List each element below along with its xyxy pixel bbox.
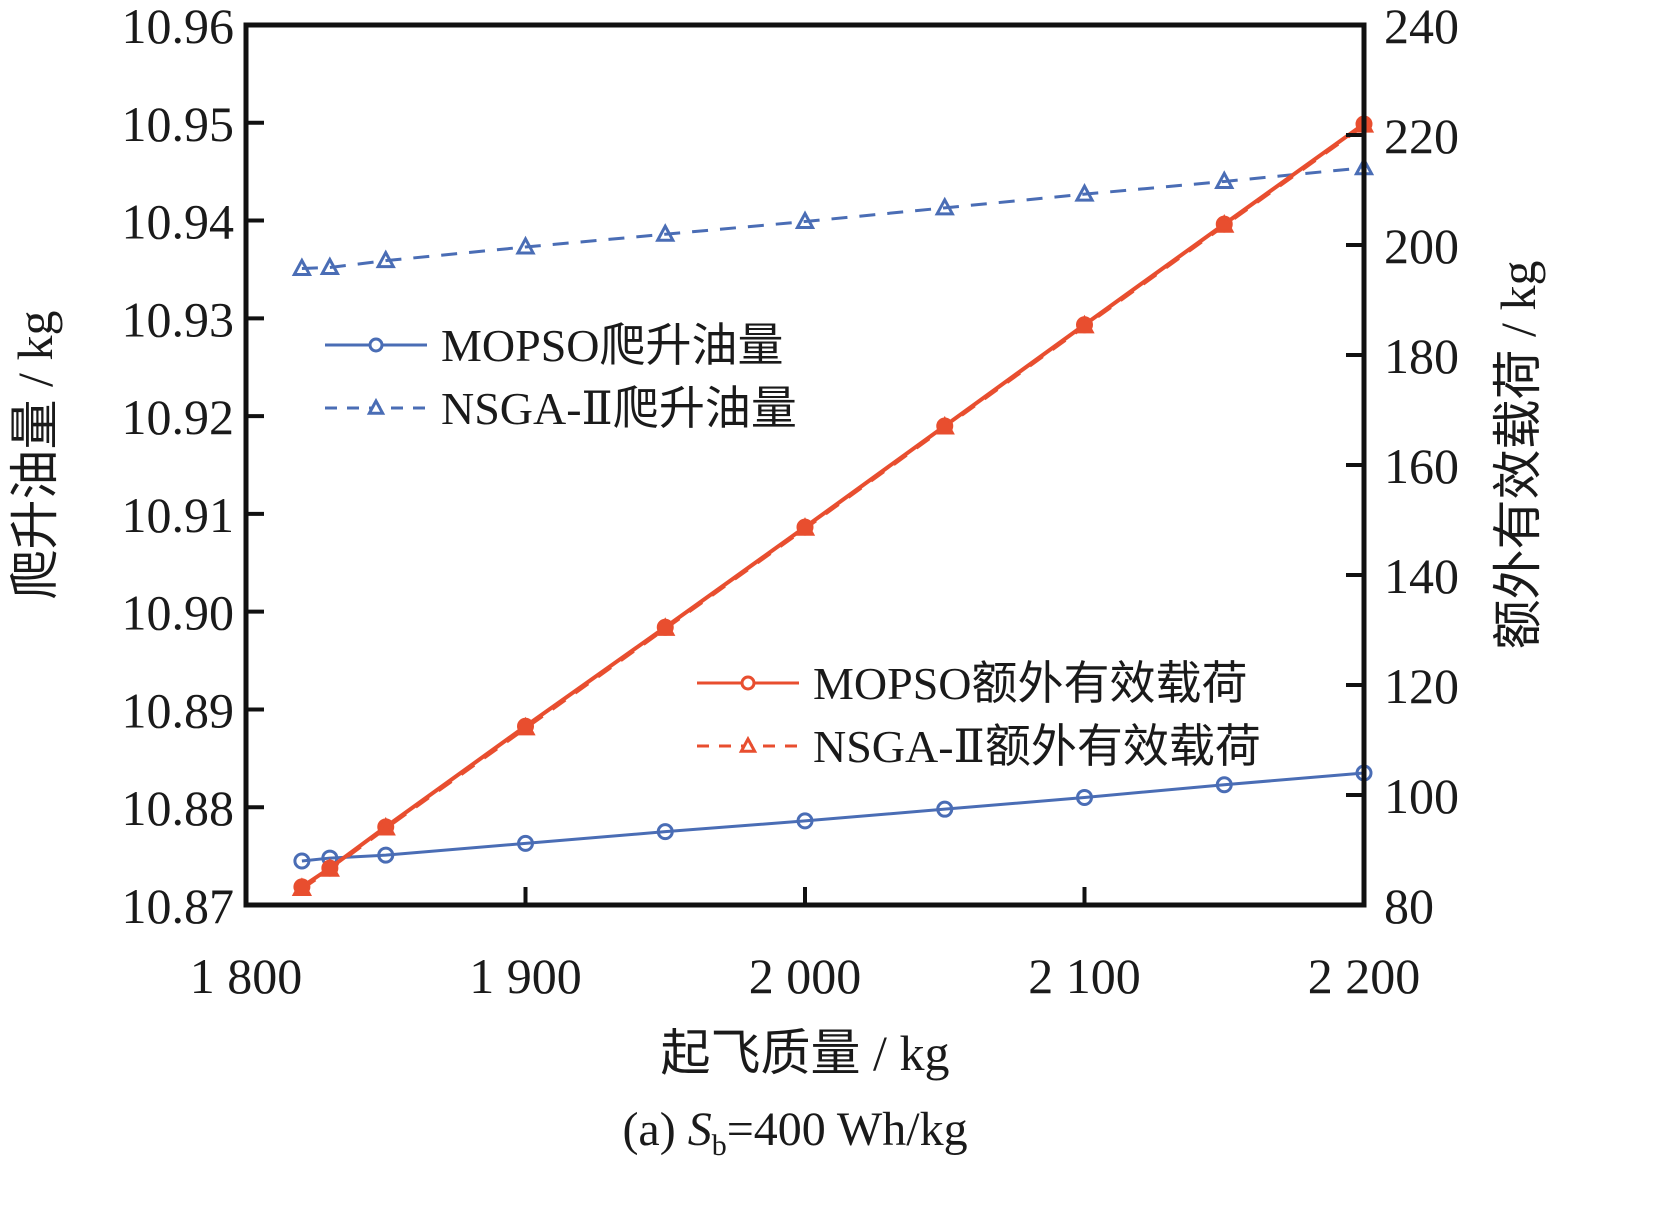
y-left-tick-label: 10.91 bbox=[122, 487, 235, 543]
caption-symbol: S bbox=[688, 1103, 712, 1156]
data-point-circle bbox=[656, 823, 674, 841]
series-line bbox=[300, 123, 1366, 891]
data-point-circle bbox=[377, 846, 395, 864]
data-point-triangle bbox=[319, 256, 340, 275]
legend-marker-triangle bbox=[738, 735, 758, 753]
data-point-triangle bbox=[375, 249, 396, 269]
data-point-circle bbox=[1215, 776, 1233, 794]
series-layer bbox=[291, 113, 1375, 896]
legend-layer: MOPSO爬升油量 NSGA-Ⅱ爬升油量 MOPSO额外有效载荷 NSGA-Ⅱ额外有效… bbox=[325, 320, 1261, 772]
data-point-circle bbox=[293, 852, 311, 870]
y-right-tick-label: 160 bbox=[1384, 438, 1459, 494]
data-point-circle bbox=[1076, 788, 1093, 806]
data-point-triangle bbox=[1214, 214, 1235, 233]
data-point-circle bbox=[517, 834, 534, 852]
x-tick-label: 1 900 bbox=[469, 948, 582, 1004]
x-tick-label: 1 800 bbox=[190, 948, 303, 1004]
legend-label: MOPSO爬升油量 bbox=[441, 320, 784, 371]
y-right-tick-label: 200 bbox=[1384, 218, 1459, 274]
data-point-circle bbox=[796, 812, 814, 830]
series-line bbox=[301, 166, 1365, 270]
y-right-tick-label: 180 bbox=[1384, 328, 1459, 384]
caption-subscript: b bbox=[712, 1129, 727, 1162]
x-tick-label: 2 200 bbox=[1308, 948, 1421, 1004]
y-right-tick-label: 120 bbox=[1384, 658, 1459, 714]
series-line bbox=[301, 771, 1365, 863]
data-point-triangle bbox=[655, 223, 676, 242]
data-point-triangle bbox=[291, 257, 313, 276]
data-point-triangle bbox=[515, 235, 536, 255]
legend-marker-circle bbox=[368, 337, 384, 353]
y-left-tick-label: 10.92 bbox=[122, 389, 235, 445]
legend-marker-circle bbox=[740, 675, 756, 691]
legend-lower-right: MOPSO额外有效载荷 NSGA-Ⅱ额外有效载荷 bbox=[697, 658, 1261, 772]
data-point-triangle bbox=[1074, 183, 1095, 202]
y-left-tick-label: 10.89 bbox=[122, 682, 235, 738]
y-left-tick-label: 10.88 bbox=[122, 780, 235, 836]
data-point-triangle bbox=[1074, 314, 1095, 334]
legend-marker-triangle bbox=[366, 397, 386, 415]
series-2 bbox=[293, 115, 1373, 896]
y-right-tick-label: 100 bbox=[1384, 768, 1459, 824]
series-0 bbox=[293, 764, 1373, 870]
caption-prefix: (a) bbox=[622, 1103, 687, 1156]
data-point-triangle bbox=[1214, 170, 1235, 189]
y-left-tick-label: 10.94 bbox=[122, 194, 235, 250]
legend-label: MOPSO额外有效载荷 bbox=[813, 658, 1248, 709]
y-right-tick-label: 220 bbox=[1384, 108, 1459, 164]
data-point-circle bbox=[936, 800, 954, 818]
plot-frame bbox=[243, 22, 1367, 908]
y-left-tick-label: 10.87 bbox=[122, 878, 235, 934]
data-point-triangle bbox=[515, 716, 536, 736]
y-right-tick-label: 140 bbox=[1384, 548, 1459, 604]
legend-label: NSGA-Ⅱ爬升油量 bbox=[441, 383, 797, 434]
series-1 bbox=[291, 156, 1375, 276]
y-left-tick-label: 10.90 bbox=[122, 585, 235, 641]
x-tick-label: 2 000 bbox=[749, 948, 862, 1004]
legend-label: NSGA-Ⅱ额外有效载荷 bbox=[813, 721, 1261, 772]
data-point-triangle bbox=[319, 858, 340, 877]
axes-layer bbox=[243, 22, 1367, 908]
y-right-tick-label: 80 bbox=[1384, 878, 1434, 934]
data-point-triangle bbox=[655, 617, 676, 636]
data-point-triangle bbox=[291, 877, 313, 896]
series-3 bbox=[291, 113, 1375, 896]
y-axis-left-title: 爬升油量 / kg bbox=[7, 311, 63, 600]
y-left-tick-label: 10.93 bbox=[122, 291, 235, 347]
data-point-triangle bbox=[934, 415, 955, 435]
y-left-tick-label: 10.96 bbox=[122, 0, 235, 54]
ticks-layer: 1 800 1 900 2 000 2 100 2 200 10.87 10.88 10.89… bbox=[122, 0, 1460, 1004]
data-point-triangle bbox=[375, 816, 396, 836]
y-left-tick-label: 10.95 bbox=[122, 96, 235, 152]
data-point-triangle bbox=[794, 517, 816, 536]
figure-caption: (a) Sb=400 Wh/kg bbox=[622, 1103, 967, 1162]
y-axis-right-title: 额外有效载荷 / kg bbox=[1490, 261, 1546, 650]
x-axis-title: 起飞质量 / kg bbox=[661, 1025, 950, 1081]
caption-suffix: =400 Wh/kg bbox=[727, 1103, 968, 1156]
y-right-tick-label: 240 bbox=[1384, 0, 1459, 54]
x-tick-label: 2 100 bbox=[1028, 948, 1141, 1004]
data-point-triangle bbox=[934, 196, 955, 216]
legend-upper-left: MOPSO爬升油量 NSGA-Ⅱ爬升油量 bbox=[325, 320, 797, 434]
data-point-triangle bbox=[794, 210, 816, 230]
